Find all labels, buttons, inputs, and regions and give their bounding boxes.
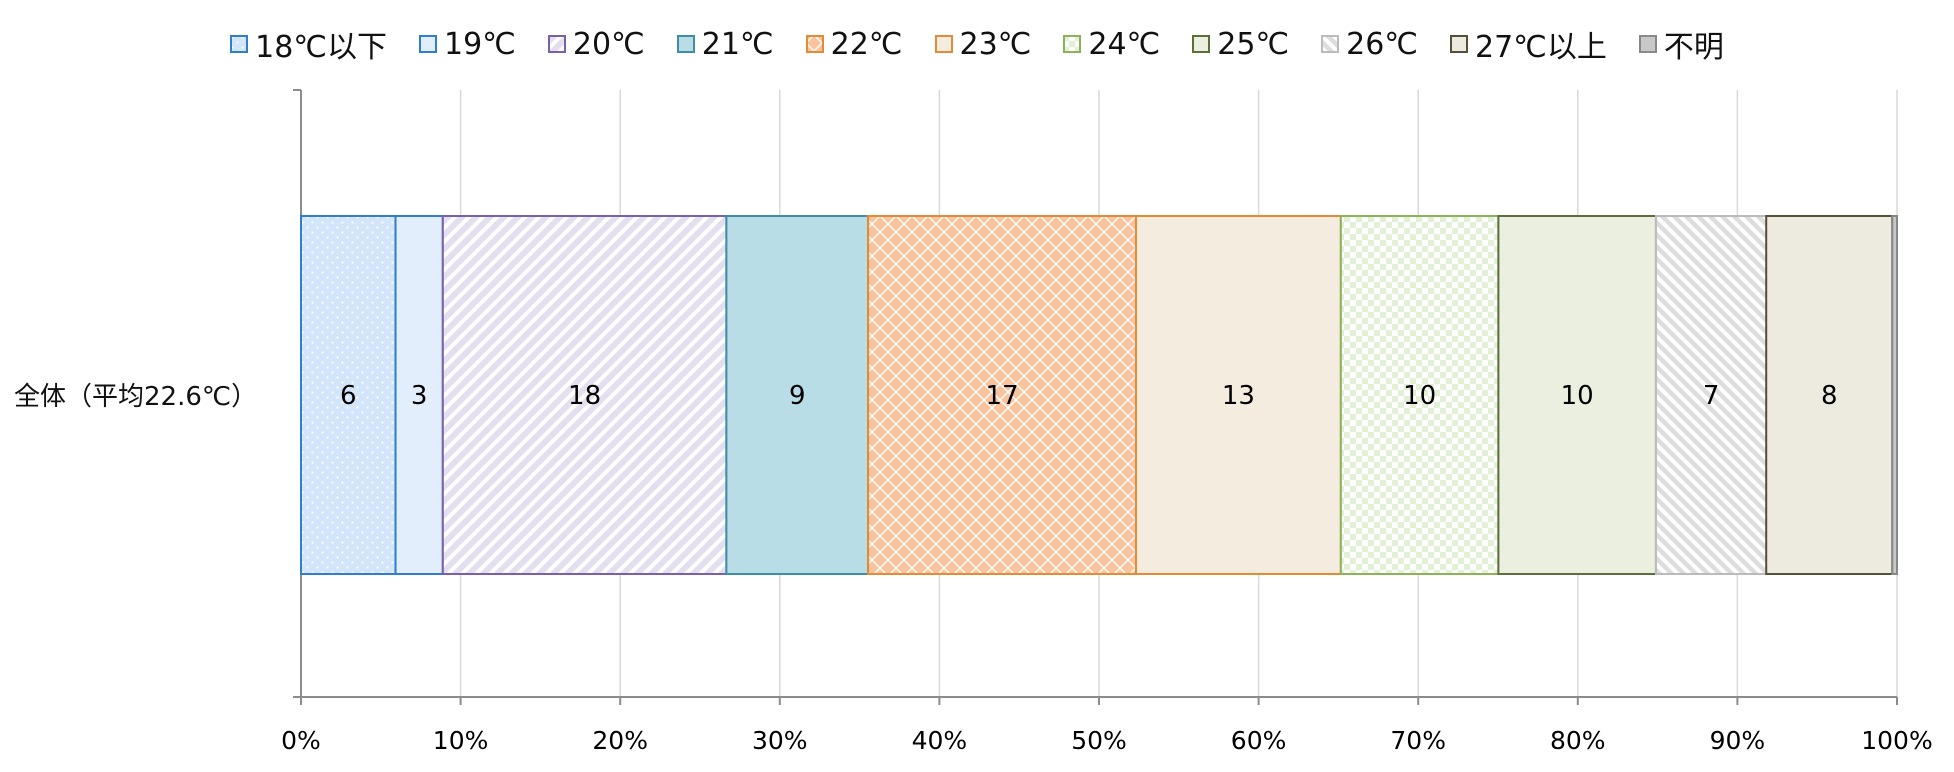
legend-label: 26℃ xyxy=(1346,26,1418,62)
legend-label: 20℃ xyxy=(572,26,645,62)
legend-label: 22℃ xyxy=(830,26,903,62)
legend-label: 24℃ xyxy=(1088,26,1161,62)
category-label: 全体（平均22.6℃） xyxy=(14,382,258,412)
bar-segment-24c xyxy=(1339,215,1500,575)
legend-swatch xyxy=(676,35,695,53)
x-tick-label: 90% xyxy=(1710,726,1766,755)
bar-segment-20c xyxy=(441,215,728,575)
data-label: 10 xyxy=(1403,381,1436,411)
data-label: 7 xyxy=(1703,381,1720,411)
legend-label: 21℃ xyxy=(701,26,774,62)
x-tick-label: 20% xyxy=(592,726,648,755)
x-tick-label: 100% xyxy=(1861,726,1932,755)
x-tick-label: 10% xyxy=(433,726,489,755)
x-tick-label: 30% xyxy=(752,726,808,755)
data-label: 18 xyxy=(568,381,601,411)
bar-segment-26c xyxy=(1654,215,1768,575)
legend-item-20c: 20℃ xyxy=(547,26,645,62)
legend-item-22c: 22℃ xyxy=(805,26,903,62)
legend-label: 27℃以上 xyxy=(1475,30,1607,65)
legend-swatch xyxy=(547,35,566,53)
x-tick-label: 70% xyxy=(1390,726,1446,755)
legend-swatch xyxy=(1063,35,1082,53)
x-tick-label: 0% xyxy=(281,726,321,755)
x-tick-label: 60% xyxy=(1231,726,1287,755)
data-label: 13 xyxy=(1222,381,1255,411)
bar-segment-19c xyxy=(394,215,444,575)
legend-label: 19℃ xyxy=(444,26,516,62)
legend-label: 23℃ xyxy=(959,26,1032,62)
bar-segment-23c xyxy=(1135,215,1342,575)
legend-label: 不明 xyxy=(1663,30,1724,65)
legend-swatch xyxy=(805,35,824,53)
data-label: 3 xyxy=(411,381,428,411)
legend-swatch xyxy=(1450,35,1468,53)
x-tick-label: 80% xyxy=(1550,726,1606,755)
data-label: 17 xyxy=(986,381,1019,411)
data-label: 9 xyxy=(789,381,806,411)
legend-swatch xyxy=(1321,35,1340,53)
legend-item-24c: 24℃ xyxy=(1063,27,1160,62)
legend-item-unknown: 不明 xyxy=(1638,22,1724,66)
legend-item-23c: 23℃ xyxy=(934,26,1032,62)
legend-item-19c: 19℃ xyxy=(419,27,516,62)
legend-swatch xyxy=(1192,35,1211,53)
legend-item-26c: 26℃ xyxy=(1321,27,1418,62)
bar-segment-18c-or-below xyxy=(300,215,397,575)
legend-label: 18℃以下 xyxy=(255,30,387,65)
legend-swatch xyxy=(419,35,437,53)
bar-segment-27c-or-above xyxy=(1765,215,1894,575)
bar-segment-unknown xyxy=(1891,215,1898,575)
legend-item-27c-or-above: 27℃以上 xyxy=(1450,22,1607,66)
data-label: 10 xyxy=(1561,381,1594,411)
bar-segment-25c xyxy=(1497,215,1657,575)
legend-item-21c: 21℃ xyxy=(676,26,774,62)
x-tick-label: 40% xyxy=(912,726,968,755)
legend-label: 25℃ xyxy=(1217,26,1290,62)
chart-legend: 18℃以下 19℃ 20℃ 21℃ 22℃ 23℃ 24℃ 25℃ 26℃ 27℃以上 不明 xyxy=(0,20,1954,68)
data-label: 8 xyxy=(1821,381,1838,411)
legend-item-25c: 25℃ xyxy=(1192,27,1289,62)
legend-swatch xyxy=(934,35,953,53)
legend-item-18c-or-below: 18℃以下 xyxy=(230,22,387,66)
bar-segment-22c xyxy=(867,215,1138,575)
legend-swatch xyxy=(1638,35,1657,53)
legend-swatch xyxy=(230,35,249,53)
data-label: 6 xyxy=(340,381,357,411)
x-tick-label: 50% xyxy=(1071,726,1127,755)
